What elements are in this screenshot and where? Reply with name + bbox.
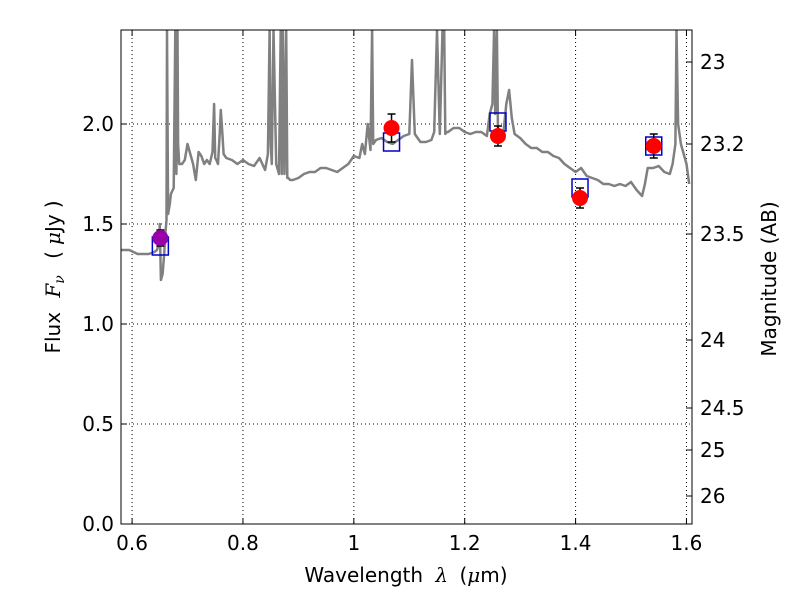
- model-spectrum-line: [121, 30, 691, 282]
- x-tick-label: 1.4: [560, 531, 592, 555]
- y2-tick-label: 24: [700, 328, 725, 352]
- grid-lines: [121, 30, 692, 525]
- y2-tick-label: 23.5: [700, 222, 745, 246]
- y2-tick-label: 24.5: [700, 396, 745, 420]
- x-tick-label: 0.8: [227, 531, 259, 555]
- x-tick-label: 1.2: [449, 531, 481, 555]
- y-tick-label: 0.0: [82, 512, 114, 536]
- x-axis-title: Wavelength λ (μm): [304, 563, 507, 587]
- y-tick-label: 1.5: [82, 212, 114, 236]
- y2-tick-label: 23.2: [700, 132, 745, 156]
- observed-points: [152, 113, 662, 247]
- axis-ticks: 0.6 0.8 1 1.2 1.4 1.6 0.0 0.5 1.0 1.5 2.0 23 23.2 23.…: [82, 30, 745, 555]
- y2-tick-label: 26: [700, 484, 725, 508]
- data-point: [572, 190, 589, 206]
- y-tick-label: 0.5: [82, 412, 114, 436]
- data-point: [645, 138, 662, 154]
- y2-tick-label: 25: [700, 438, 725, 462]
- data-point: [152, 230, 169, 246]
- x-tick-label: 0.6: [116, 531, 148, 555]
- y2-tick-label: 23: [700, 50, 725, 74]
- data-point: [489, 128, 506, 144]
- plot-frame: [120, 29, 693, 525]
- x-tick-label: 1.6: [671, 531, 703, 555]
- data-point: [383, 120, 400, 136]
- y-tick-label: 2.0: [82, 112, 114, 136]
- y2-axis-title: Magnitude (AB): [757, 201, 781, 356]
- y-axis-title: Flux Fν (μJy): [41, 200, 69, 353]
- y-tick-label: 1.0: [82, 312, 114, 336]
- x-tick-label: 1: [347, 531, 360, 555]
